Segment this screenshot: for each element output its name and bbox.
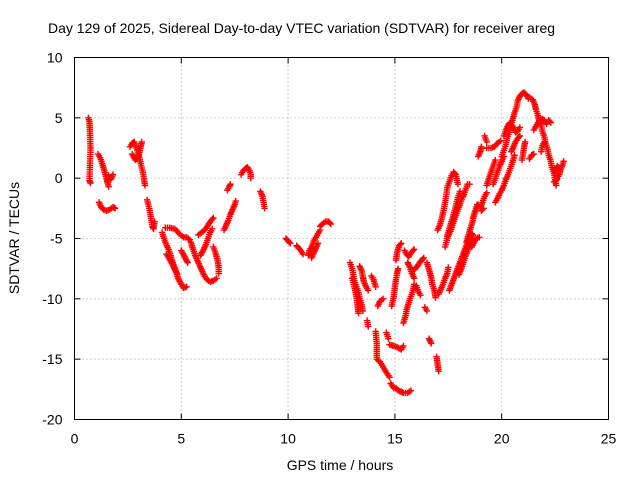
- data-point: [410, 246, 418, 253]
- data-point: [483, 189, 490, 196]
- data-point: [516, 132, 524, 140]
- data-point: [227, 181, 234, 188]
- data-point: [400, 342, 407, 350]
- y-axis-label: SDTVAR / TECUs: [6, 182, 22, 294]
- data-point: [432, 294, 439, 301]
- data-point: [515, 133, 522, 141]
- data-point: [247, 174, 254, 182]
- data-point: [480, 205, 487, 212]
- data-point: [483, 138, 490, 146]
- ticks: 0 5 10 15 20 25 -20 -15 -10 -5 0 5 10: [42, 50, 616, 447]
- y-tick-label: -15: [42, 351, 62, 367]
- data-point: [173, 270, 181, 277]
- data-point: [530, 150, 537, 158]
- data-point: [398, 240, 405, 247]
- data-point: [287, 240, 294, 247]
- x-tick-label: 0: [71, 431, 79, 447]
- data-point: [372, 283, 379, 290]
- data-points: [85, 89, 567, 397]
- data-point: [546, 118, 553, 125]
- data-point: [151, 218, 158, 225]
- data-point: [105, 183, 112, 190]
- data-point: [394, 265, 402, 272]
- data-point: [365, 323, 372, 330]
- data-point: [215, 270, 222, 277]
- x-tick-label: 10: [280, 431, 296, 447]
- data-point: [478, 143, 485, 150]
- data-point: [409, 247, 417, 254]
- data-point: [466, 181, 473, 188]
- data-point: [87, 179, 94, 187]
- data-point: [314, 240, 322, 247]
- data-point: [178, 232, 186, 240]
- data-point: [560, 158, 567, 165]
- data-point: [555, 164, 562, 171]
- data-point: [435, 368, 442, 375]
- data-point: [209, 215, 216, 223]
- data-point: [541, 138, 548, 146]
- data-point: [417, 292, 424, 299]
- data-point: [109, 171, 117, 178]
- data-point: [285, 238, 293, 246]
- data-point: [423, 307, 431, 315]
- data-point: [299, 250, 307, 258]
- data-point: [419, 255, 426, 263]
- data-point: [420, 254, 427, 262]
- data-point: [213, 275, 220, 282]
- data-point: [183, 283, 190, 290]
- data-point: [209, 225, 216, 233]
- data-point: [454, 181, 462, 188]
- data-point: [379, 295, 387, 303]
- data-point: [261, 205, 268, 212]
- data-point: [397, 241, 404, 248]
- y-tick-label: -5: [50, 231, 63, 247]
- y-tick-label: 10: [47, 50, 63, 66]
- data-point: [326, 219, 333, 227]
- data-point: [385, 335, 392, 342]
- data-point: [210, 214, 217, 222]
- x-axis-label: GPS time / hours: [287, 457, 394, 473]
- data-point: [232, 197, 239, 205]
- data-point: [428, 340, 435, 347]
- data-point: [516, 124, 524, 131]
- y-tick-label: 5: [55, 110, 63, 126]
- data-point: [407, 387, 415, 394]
- data-point: [365, 287, 372, 294]
- data-point: [410, 275, 418, 282]
- data-point: [386, 374, 393, 381]
- data-point: [355, 310, 362, 317]
- data-point: [479, 206, 486, 213]
- y-tick-label: 0: [55, 170, 63, 186]
- y-tick-label: -20: [42, 412, 62, 428]
- data-point: [521, 138, 529, 146]
- data-point: [492, 156, 499, 164]
- x-tick-label: 25: [601, 431, 617, 447]
- data-point: [327, 220, 335, 228]
- data-point: [138, 138, 145, 146]
- data-point: [547, 119, 555, 126]
- data-point: [511, 152, 518, 159]
- data-point: [497, 137, 504, 144]
- data-point: [184, 259, 191, 266]
- x-tick-label: 5: [177, 431, 185, 447]
- x-tick-label: 15: [387, 431, 403, 447]
- gridlines: [74, 57, 609, 420]
- data-point: [111, 205, 119, 212]
- data-point: [556, 165, 563, 172]
- y-tick-label: -10: [42, 291, 62, 307]
- data-point: [141, 182, 149, 189]
- data-point: [456, 188, 464, 195]
- chart-title: Day 129 of 2025, Sidereal Day-to-day VTE…: [48, 20, 555, 36]
- x-tick-label: 20: [494, 431, 510, 447]
- data-point: [445, 264, 452, 271]
- data-point: [476, 234, 483, 241]
